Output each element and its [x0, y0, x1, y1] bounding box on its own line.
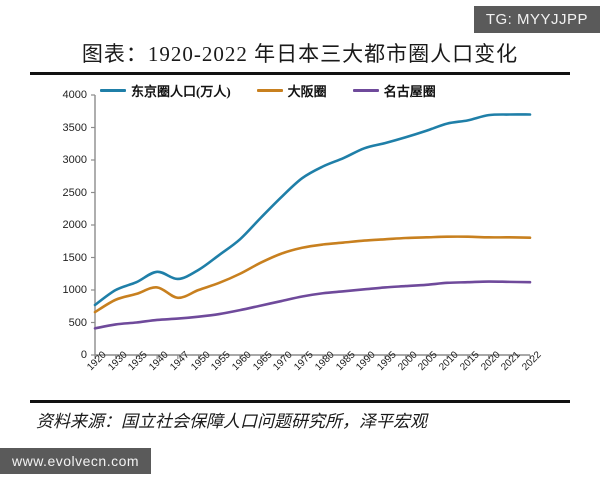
legend-item-osaka: 大阪圈	[256, 81, 327, 100]
legend-item-tokyo: 东京圈人口(万人)	[100, 81, 231, 100]
y-axis-tick-label: 2500	[62, 186, 87, 199]
legend-swatch-tokyo	[100, 88, 126, 92]
site-url-watermark: www.evolvecn.com	[0, 448, 152, 474]
y-axis-tick-label: 4000	[62, 89, 87, 101]
chart-title: 图表：1920-2022 年日本三大都市圈人口变化	[81, 42, 519, 66]
legend-label-tokyo: 东京圈人口(万人)	[131, 83, 231, 99]
y-axis-tick-label: 500	[68, 316, 87, 329]
source-note: 资料来源：国立社会保障人口问题研究所，泽平宏观	[36, 412, 427, 431]
y-axis-tick-label: 3500	[62, 121, 87, 134]
title-divider-top	[30, 72, 570, 75]
y-axis-tick-label: 3000	[62, 154, 87, 166]
legend-label-osaka: 大阪圈	[287, 83, 327, 99]
y-axis-tick-label: 1000	[62, 284, 87, 296]
y-axis-tick-label: 0	[80, 349, 87, 361]
y-axis-tick-label: 1500	[62, 251, 87, 264]
source-divider	[30, 400, 570, 403]
y-axis-tick-label: 2000	[62, 219, 87, 231]
legend-item-nagoya: 名古屋圈	[352, 81, 436, 100]
legend-label-nagoya: 名古屋圈	[383, 83, 436, 99]
legend-swatch-nagoya	[352, 88, 379, 92]
telegram-watermark: TG: MYYJJPP	[473, 6, 600, 33]
chart-legend: 东京圈人口(万人) 大阪圈 名古屋圈	[100, 80, 520, 100]
legend-swatch-osaka	[256, 88, 283, 92]
